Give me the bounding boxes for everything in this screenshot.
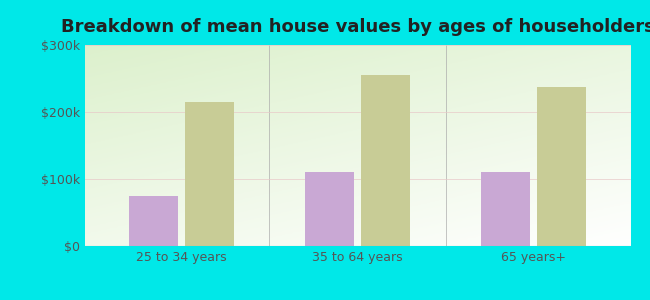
Bar	[481, 172, 530, 246]
Bar	[129, 196, 178, 246]
Bar	[537, 86, 586, 246]
Bar	[361, 75, 410, 246]
Bar	[185, 102, 234, 246]
Bar	[305, 172, 354, 246]
Text: Breakdown of mean house values by ages of householders: Breakdown of mean house values by ages o…	[60, 18, 650, 36]
